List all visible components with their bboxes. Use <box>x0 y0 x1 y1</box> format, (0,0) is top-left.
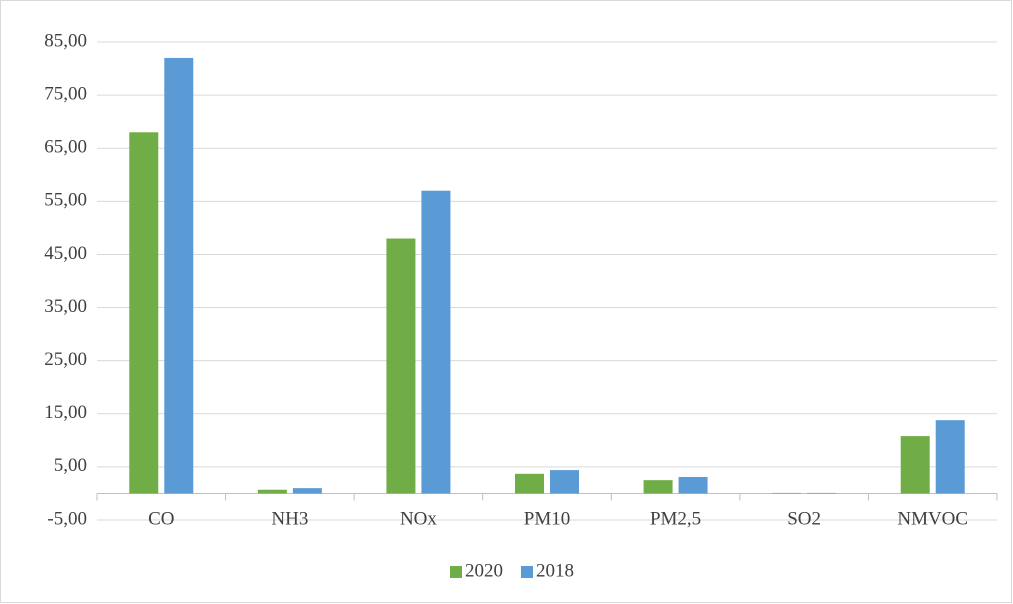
bar <box>807 492 837 494</box>
x-tick-label: SO2 <box>787 508 821 529</box>
bar <box>386 238 416 494</box>
x-tick-label: NH3 <box>271 508 308 529</box>
x-tick-label: PM10 <box>524 508 570 529</box>
y-tick-label: 25,00 <box>44 349 87 370</box>
bar <box>772 492 802 494</box>
y-tick-label: 35,00 <box>44 296 87 317</box>
bar <box>421 190 451 494</box>
y-tick-label: 45,00 <box>44 243 87 264</box>
bar <box>935 420 965 494</box>
y-tick-label: 55,00 <box>44 190 87 211</box>
x-tick-label: PM2,5 <box>650 508 701 529</box>
legend-label: 2020 <box>465 560 503 581</box>
y-tick-label: 15,00 <box>44 402 87 423</box>
bar <box>643 480 673 494</box>
y-tick-label: 75,00 <box>44 83 87 104</box>
y-tick-label: 65,00 <box>44 137 87 158</box>
legend-swatch <box>450 566 462 578</box>
bar <box>164 57 194 494</box>
x-tick-label: NMVOC <box>897 508 968 529</box>
y-tick-label: 85,00 <box>44 30 87 51</box>
legend-label: 2018 <box>536 560 574 581</box>
bar <box>292 488 322 494</box>
bar <box>515 473 544 494</box>
x-tick-label: NOx <box>400 508 437 529</box>
bar <box>678 476 708 494</box>
y-tick-label: -5,00 <box>47 508 87 529</box>
bar <box>257 489 287 494</box>
bar <box>550 470 579 494</box>
y-tick-label: 5,00 <box>54 455 87 476</box>
bar <box>900 436 930 494</box>
legend-swatch <box>521 566 533 578</box>
bar <box>129 132 159 494</box>
x-tick-label: CO <box>148 508 174 529</box>
